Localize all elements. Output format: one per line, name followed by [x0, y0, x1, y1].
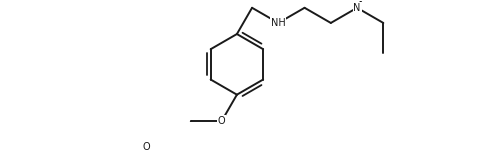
Text: NH: NH [271, 18, 286, 28]
Text: O: O [142, 142, 150, 152]
Text: O: O [218, 116, 225, 126]
Text: N: N [353, 3, 361, 13]
